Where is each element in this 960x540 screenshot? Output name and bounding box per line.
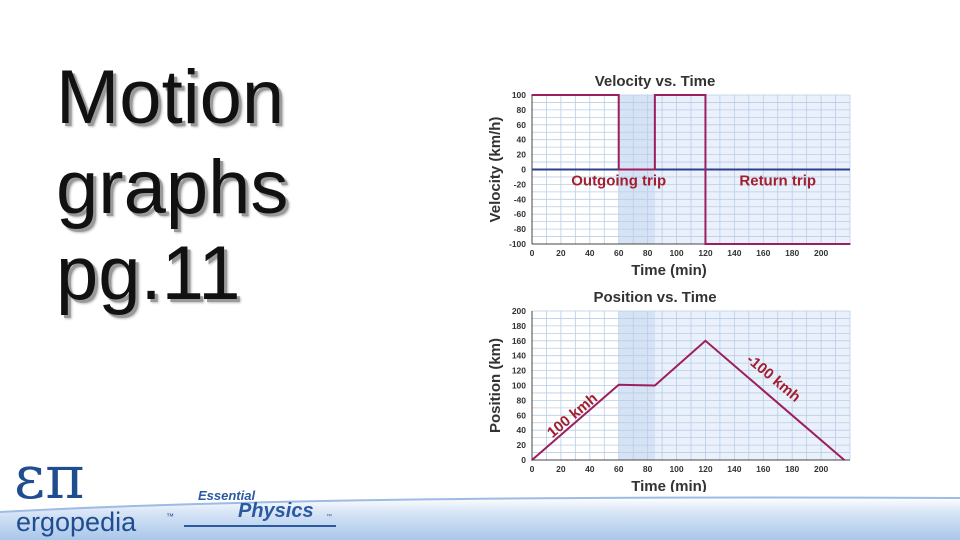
- footer-band: [0, 496, 960, 540]
- position-y-tick-label: 0: [521, 455, 526, 465]
- velocity-chart: Velocity vs. Time 0 20 40 60 80 100 120 140 160 18…: [487, 73, 851, 279]
- position-chart-title: Position vs. Time: [593, 289, 716, 306]
- velocity-y-tick-label: 20: [517, 150, 527, 160]
- position-data-point: [617, 383, 620, 386]
- velocity-y-tick-label: -80: [514, 224, 527, 234]
- position-x-tick-label: 20: [556, 464, 566, 474]
- velocity-data-point: [704, 243, 707, 245]
- velocity-data-point: [617, 168, 620, 171]
- slide-title-line-2: graphs: [56, 145, 289, 230]
- position-x-tick-label: 140: [727, 464, 741, 474]
- velocity-annotation-0: Outgoing trip: [571, 173, 666, 190]
- position-data-point: [531, 459, 533, 461]
- position-data-point: [704, 340, 707, 342]
- velocity-y-axis-label: Velocity (km/h): [487, 117, 504, 223]
- velocity-y-tick-label: 0: [521, 165, 526, 175]
- velocity-data-point: [654, 94, 656, 96]
- velocity-x-tick-label: 100: [669, 248, 683, 258]
- position-y-axis-label: Position (km): [487, 338, 504, 433]
- position-y-tick-label: 160: [512, 336, 526, 346]
- velocity-x-axis-label: Time (min): [631, 262, 707, 279]
- position-y-tick-label: 200: [512, 306, 526, 316]
- velocity-y-tick-label: -100: [509, 239, 526, 249]
- position-chart: Position vs. Time 0 20 40 60 80 100 120 140 160 18…: [487, 289, 851, 492]
- velocity-data-point: [849, 243, 851, 245]
- position-y-tick-label: 80: [517, 395, 527, 405]
- position-x-axis-label: Time (min): [631, 478, 707, 492]
- velocity-y-tick-label: -60: [514, 209, 527, 219]
- velocity-data-point: [654, 168, 656, 171]
- velocity-series-line: [532, 94, 850, 245]
- velocity-x-tick-label: 120: [698, 248, 712, 258]
- ergopedia-trademark: ™: [166, 512, 174, 521]
- position-x-tick-label: 120: [698, 464, 712, 474]
- velocity-chart-title: Velocity vs. Time: [595, 73, 716, 90]
- position-data-point: [843, 459, 846, 461]
- position-y-tick-label: 180: [512, 321, 526, 331]
- velocity-y-tick-label: 80: [517, 105, 527, 115]
- position-data-point: [654, 384, 656, 387]
- position-x-tick-label: 180: [785, 464, 799, 474]
- velocity-data-point: [531, 94, 533, 96]
- velocity-x-tick-label: 180: [785, 248, 799, 258]
- physics-underline: [184, 525, 336, 527]
- velocity-annotation-1: Return trip: [739, 173, 816, 190]
- velocity-data-point: [617, 94, 620, 96]
- velocity-x-tick-label: 200: [814, 248, 828, 258]
- velocity-x-tick-label: 160: [756, 248, 770, 258]
- position-x-tick-label: 200: [814, 464, 828, 474]
- velocity-data-point: [704, 94, 707, 96]
- position-x-tick-label: 60: [614, 464, 624, 474]
- velocity-x-tick-label: 80: [643, 248, 653, 258]
- position-y-tick-label: 100: [512, 381, 526, 391]
- velocity-y-tick-label: 100: [512, 90, 526, 100]
- velocity-x-tick-label: 20: [556, 248, 566, 258]
- position-y-tick-label: 120: [512, 366, 526, 376]
- position-y-tick-label: 60: [517, 410, 527, 420]
- velocity-x-tick-label: 0: [530, 248, 535, 258]
- ergopedia-wordmark: ergopedia: [16, 507, 137, 537]
- essential-label: Essential: [198, 488, 256, 503]
- velocity-x-tick-label: 40: [585, 248, 595, 258]
- velocity-y-tick-label: 60: [517, 120, 527, 130]
- position-x-tick-label: 80: [643, 464, 653, 474]
- position-y-tick-label: 40: [517, 425, 527, 435]
- velocity-y-tick-label: -40: [514, 194, 527, 204]
- motion-charts: Velocity vs. Time 0 20 40 60 80 100 120 140 160 18…: [487, 73, 851, 492]
- velocity-y-tick-label: -20: [514, 179, 527, 189]
- position-x-tick-label: 160: [756, 464, 770, 474]
- physics-label: Physics: [238, 500, 314, 522]
- position-x-tick-label: 100: [669, 464, 683, 474]
- slide-title-line-3: pg.11: [56, 231, 241, 316]
- physics-trademark: ™: [326, 514, 332, 520]
- velocity-y-tick-label: 40: [517, 135, 527, 145]
- velocity-x-tick-label: 140: [727, 248, 741, 258]
- position-y-tick-label: 140: [512, 351, 526, 361]
- slide-title-line-1: Motion: [56, 55, 285, 140]
- ergopedia-logo-symbol: επ: [14, 443, 85, 513]
- position-x-tick-label: 0: [530, 464, 535, 474]
- position-y-tick-label: 20: [517, 440, 527, 450]
- position-x-tick-label: 40: [585, 464, 595, 474]
- velocity-x-tick-label: 60: [614, 248, 624, 258]
